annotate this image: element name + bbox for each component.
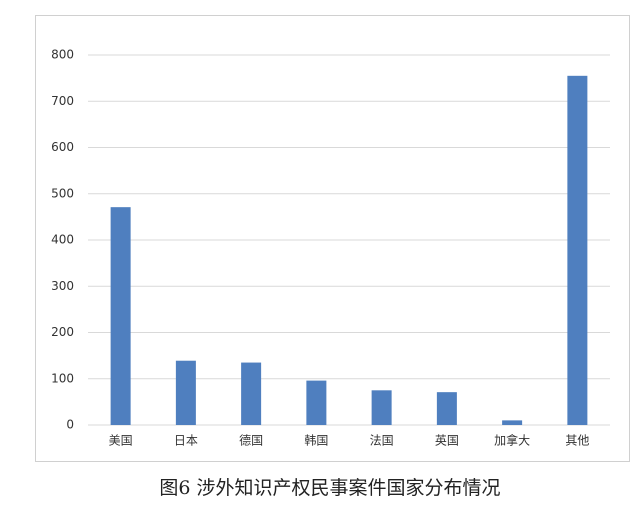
x-tick-label: 法国: [370, 434, 394, 448]
x-tick-label: 德国: [239, 433, 263, 448]
y-tick-label: 800: [51, 48, 74, 62]
x-tick-label: 加拿大: [494, 433, 530, 448]
bar: [436, 392, 457, 425]
y-tick-label: 0: [66, 418, 74, 432]
bar: [110, 207, 131, 425]
bar: [306, 380, 327, 425]
y-tick-label: 100: [51, 371, 74, 385]
y-tick-label: 400: [51, 233, 74, 247]
bar: [371, 390, 392, 425]
x-tick-label: 其他: [565, 434, 589, 448]
chart-frame: [35, 15, 630, 462]
y-tick-label: 300: [51, 279, 74, 293]
x-tick-label: 美国: [109, 434, 133, 448]
bar: [175, 360, 196, 425]
bar: [567, 75, 588, 425]
x-tick-label: 韩国: [304, 433, 328, 448]
x-tick-label: 英国: [435, 434, 459, 448]
y-tick-label: 200: [51, 325, 74, 339]
y-tick-label: 500: [51, 186, 74, 200]
y-tick-label: 700: [51, 94, 74, 108]
bar: [502, 420, 523, 425]
chart-title: 图6 涉外知识产权民事案件国家分布情况: [159, 477, 500, 499]
y-tick-label: 600: [51, 140, 74, 154]
x-tick-label: 日本: [174, 434, 198, 448]
bar: [241, 362, 262, 425]
